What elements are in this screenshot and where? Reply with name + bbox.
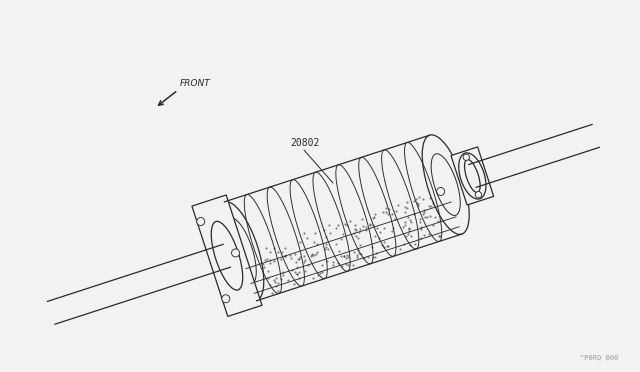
Ellipse shape bbox=[422, 135, 469, 234]
Text: FRONT: FRONT bbox=[180, 79, 211, 88]
Circle shape bbox=[476, 192, 482, 198]
Polygon shape bbox=[451, 147, 493, 205]
Circle shape bbox=[196, 218, 205, 225]
Circle shape bbox=[232, 249, 239, 257]
Circle shape bbox=[463, 154, 470, 160]
Text: 20802: 20802 bbox=[290, 138, 319, 148]
Polygon shape bbox=[192, 195, 262, 317]
Text: ^P0RQ 000: ^P0RQ 000 bbox=[580, 354, 618, 360]
Circle shape bbox=[222, 295, 230, 303]
Ellipse shape bbox=[211, 221, 243, 290]
Ellipse shape bbox=[217, 202, 264, 301]
